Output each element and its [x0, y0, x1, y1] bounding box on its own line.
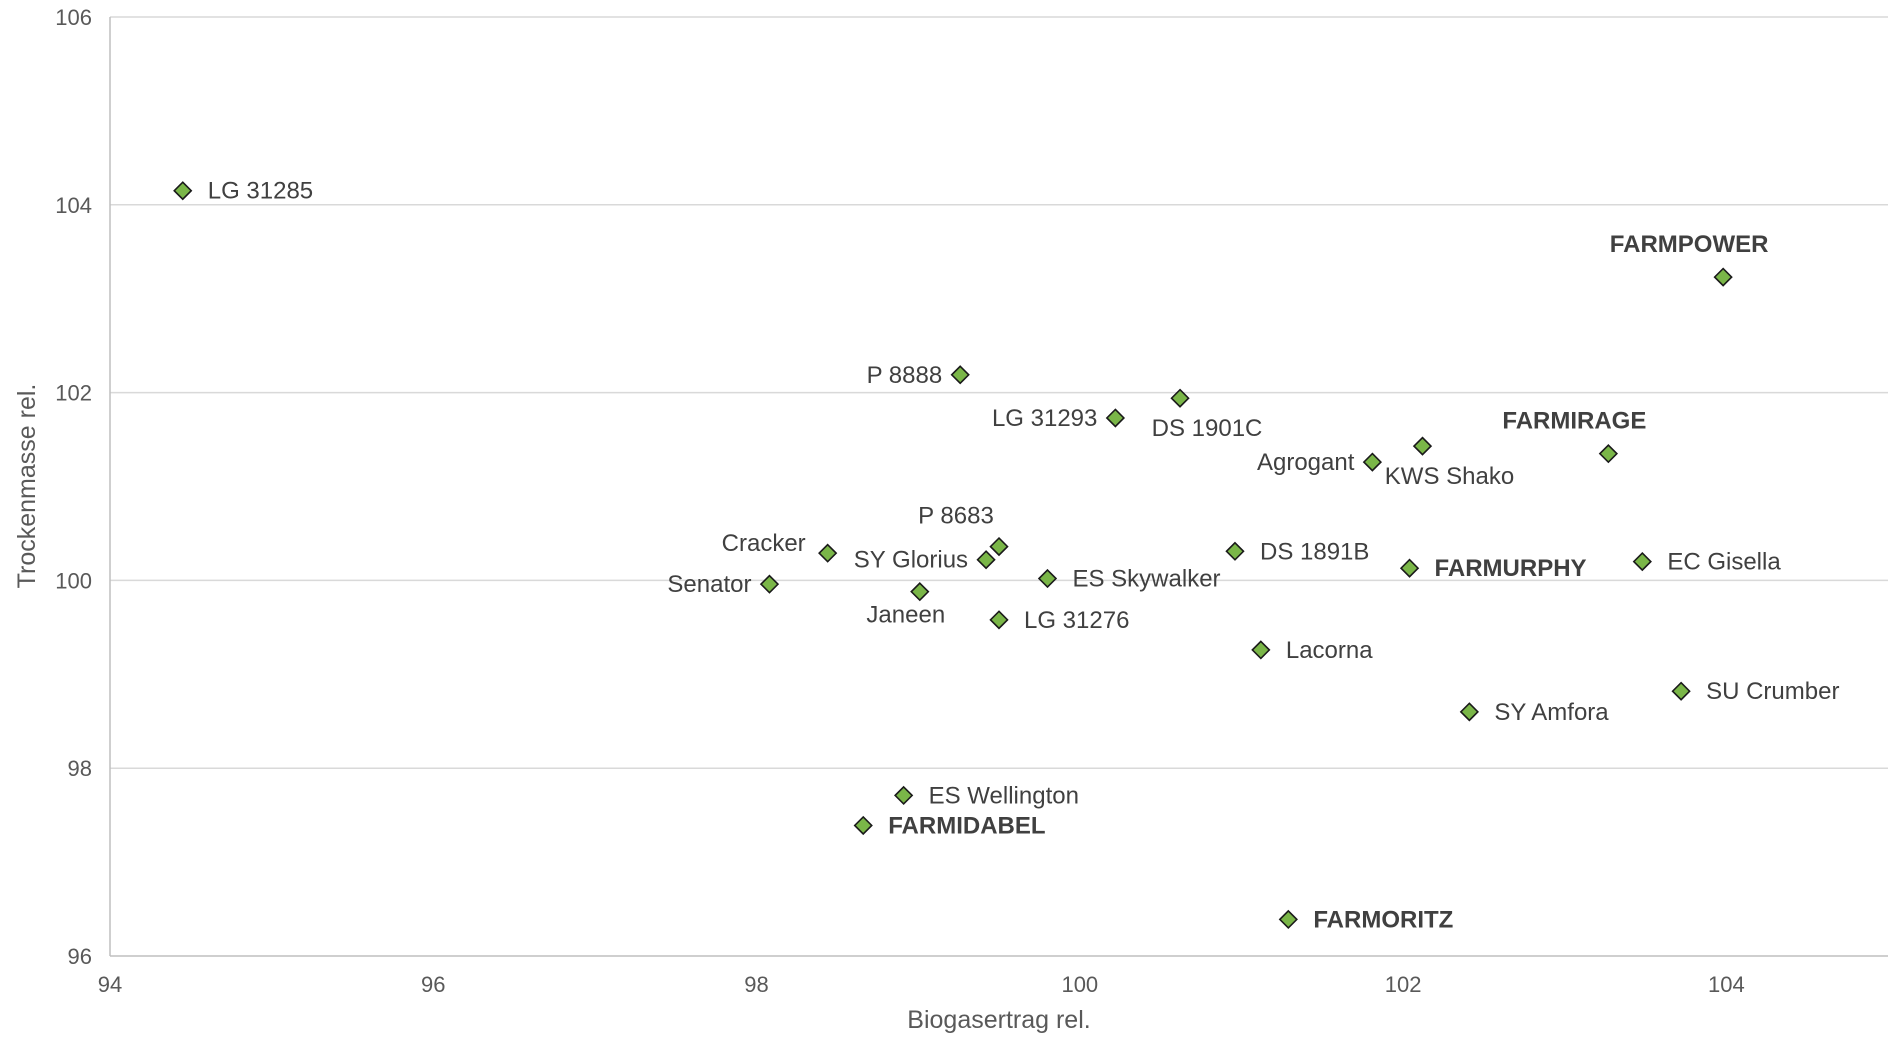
point-label: EC Gisella	[1667, 549, 1781, 576]
data-point	[1412, 436, 1433, 456]
data-point	[1037, 568, 1058, 589]
point-labels: LG 31285 FARMPOWER P 8888 DS 1901C LG 31293 K…	[208, 178, 1840, 934]
point-label: FARMPOWER	[1610, 231, 1769, 258]
data-point	[1105, 408, 1126, 428]
point-label: ES Wellington	[929, 782, 1079, 809]
data-point	[1713, 267, 1733, 287]
data-point	[1399, 558, 1420, 578]
y-tick-labels: 96 98 100 102 104 106	[55, 5, 92, 969]
data-point	[1170, 388, 1190, 408]
data-point	[1671, 681, 1691, 701]
x-tick-label: 96	[421, 972, 445, 997]
point-label: LG 31285	[208, 178, 313, 205]
y-tick-label: 96	[68, 944, 92, 969]
x-tick-label: 102	[1385, 972, 1422, 997]
point-label: P 8888	[867, 362, 943, 389]
point-label: DS 1901C	[1152, 415, 1263, 442]
gridlines	[110, 16, 1888, 769]
point-label: Senator	[667, 571, 751, 598]
point-label: Cracker	[722, 530, 806, 557]
data-point	[894, 785, 914, 806]
data-point	[989, 536, 1009, 557]
data-point	[976, 550, 996, 570]
point-label: ES Skywalker	[1072, 566, 1220, 593]
data-point	[1251, 640, 1271, 660]
data-points	[173, 181, 1733, 930]
data-point	[818, 543, 838, 563]
x-tick-label: 100	[1061, 972, 1098, 997]
point-label: LG 31293	[992, 405, 1097, 432]
point-label: SY Amfora	[1494, 699, 1609, 726]
data-point	[1225, 541, 1245, 561]
point-label: KWS Shako	[1385, 463, 1514, 490]
point-label: DS 1891B	[1260, 538, 1369, 565]
point-label: Agrogant	[1257, 449, 1355, 476]
data-point	[910, 582, 930, 602]
y-tick-label: 104	[55, 193, 92, 218]
x-tick-labels: 94 96 98 100 102 104	[98, 972, 1745, 997]
data-point	[1362, 452, 1383, 472]
y-tick-label: 98	[68, 756, 92, 781]
data-point	[1598, 444, 1619, 464]
x-tick-label: 94	[98, 972, 122, 997]
point-label: FARMIDABEL	[888, 812, 1045, 839]
point-label: SY Glorius	[854, 547, 968, 574]
data-point	[1632, 551, 1652, 572]
y-tick-label: 100	[55, 568, 92, 593]
point-label: FARMIRAGE	[1502, 408, 1646, 435]
axes	[109, 17, 1888, 957]
data-point	[950, 365, 970, 385]
data-point	[759, 574, 780, 594]
point-label: LG 31276	[1024, 607, 1129, 634]
data-point	[989, 610, 1009, 630]
point-label: FARMORITZ	[1313, 906, 1453, 933]
point-label: FARMURPHY	[1435, 555, 1587, 582]
point-label: SU Crumber	[1706, 678, 1839, 705]
y-tick-label: 102	[55, 381, 92, 406]
y-tick-label: 106	[55, 5, 92, 30]
data-point	[853, 815, 873, 836]
y-axis-title: Trockenmasse rel.	[13, 384, 41, 589]
x-tick-label: 104	[1708, 972, 1745, 997]
point-label: Janeen	[866, 602, 945, 629]
data-point	[173, 181, 193, 201]
x-tick-label: 98	[744, 972, 768, 997]
point-label: P 8683	[918, 503, 994, 530]
x-axis-title: Biogasertrag rel.	[907, 1006, 1090, 1034]
data-point	[1459, 702, 1479, 722]
point-label: Lacorna	[1286, 637, 1373, 664]
data-point	[1278, 909, 1298, 930]
